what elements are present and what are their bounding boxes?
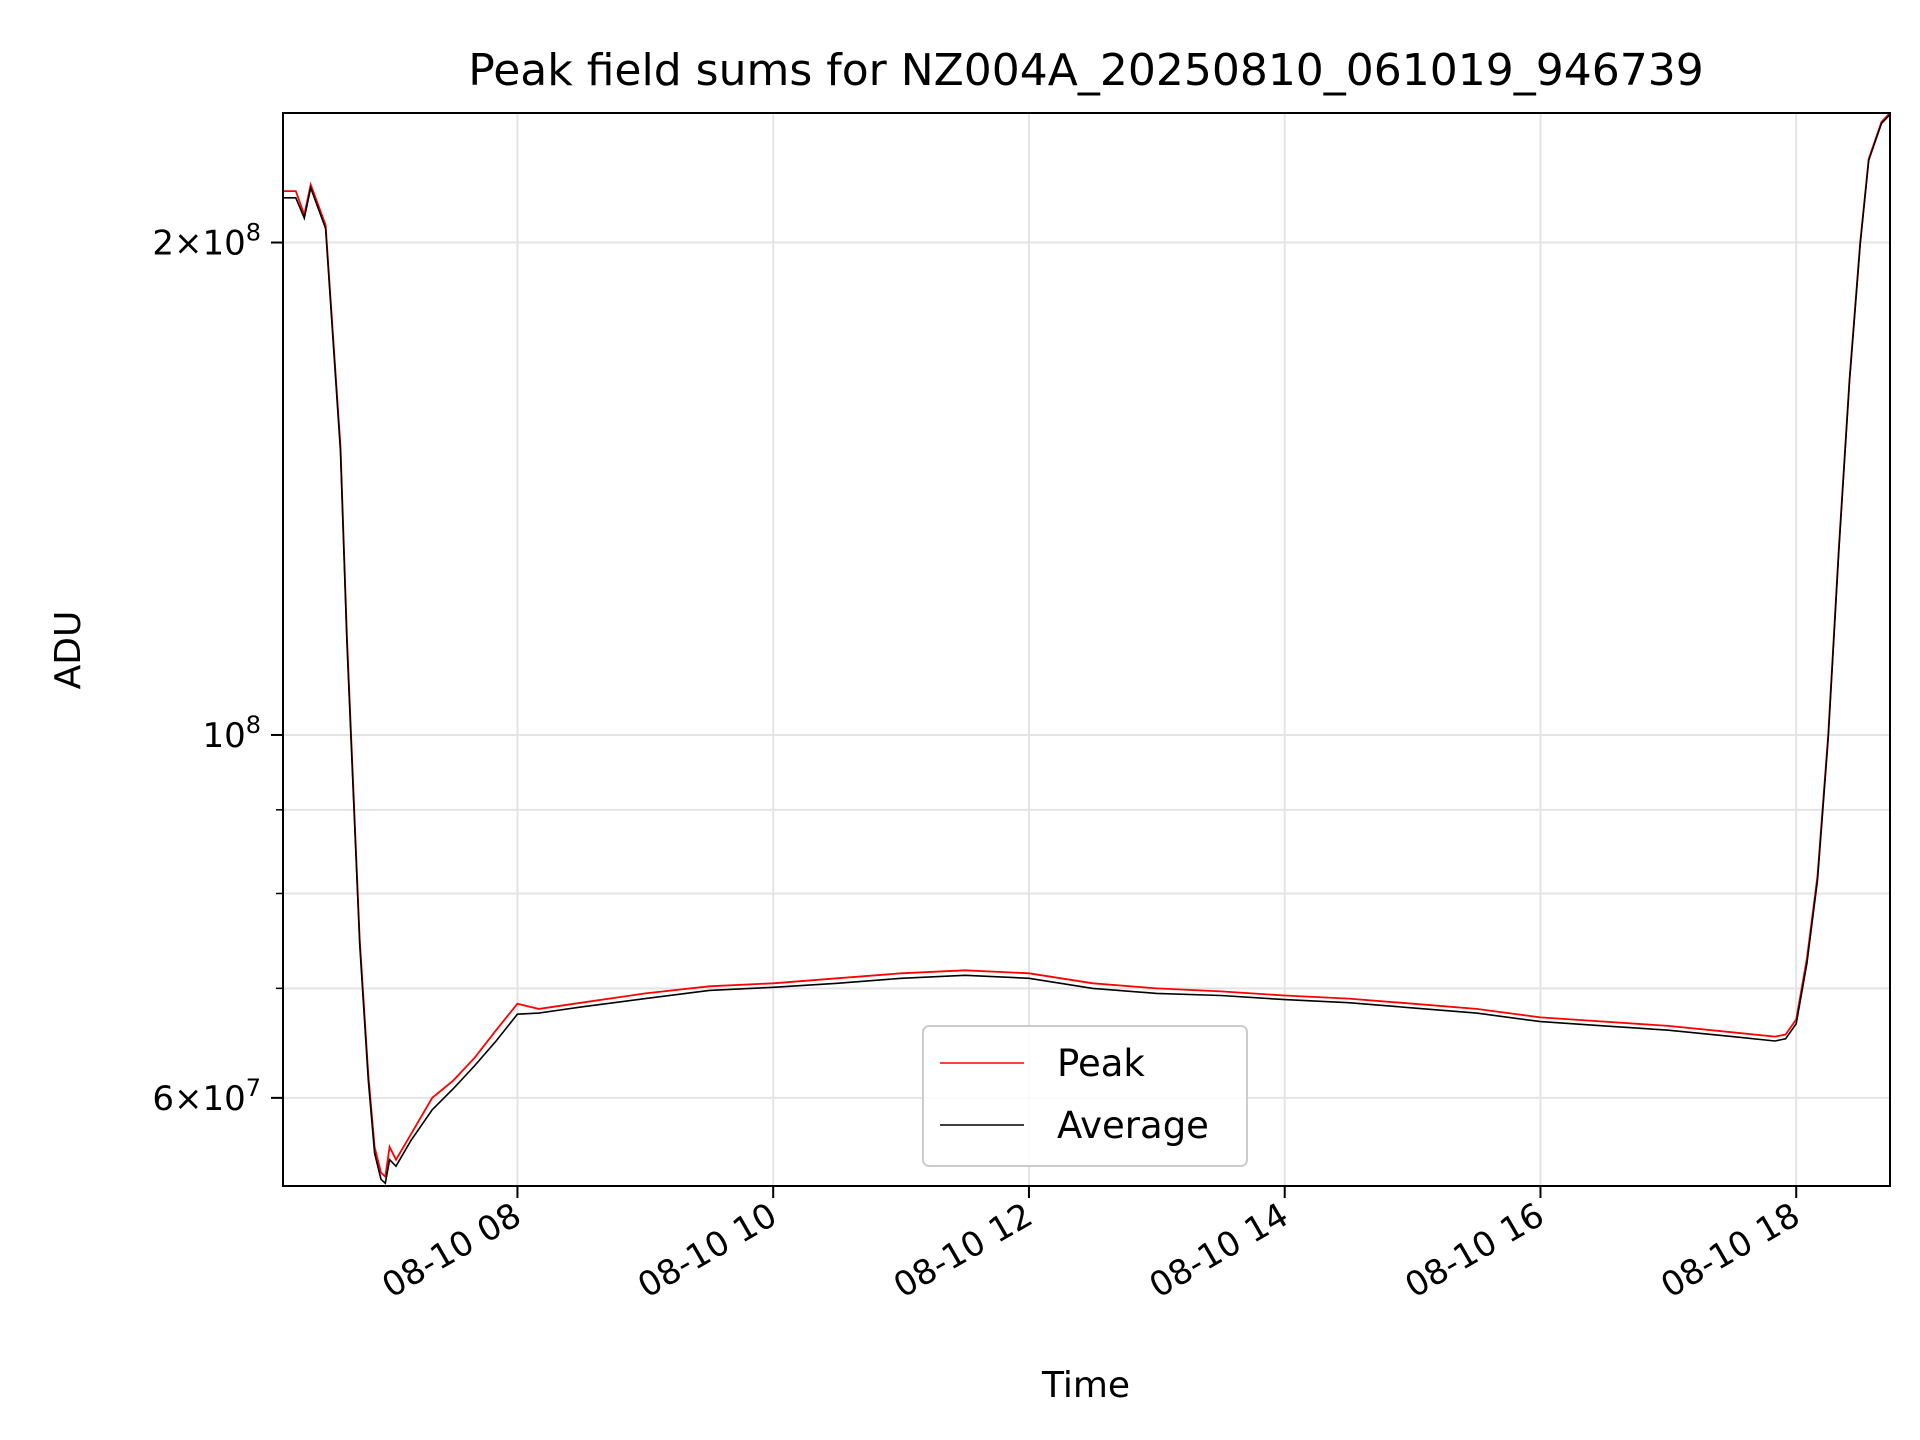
y-tick-label: 108 xyxy=(202,711,261,756)
y-axis-label: ADU xyxy=(48,611,89,690)
y-axis: 6×107 108 2×108 xyxy=(152,219,283,1119)
plot-frame xyxy=(282,112,1891,1187)
series-layer xyxy=(283,113,1890,1185)
legend-label-average: Average xyxy=(1057,1104,1209,1147)
legend: Peak Average xyxy=(922,1025,1248,1167)
y-tick-label: 2×108 xyxy=(152,219,261,264)
grid xyxy=(283,113,1890,1186)
chart-title: Peak field sums for NZ004A_20250810_0610… xyxy=(468,45,1703,96)
x-axis-label: Time xyxy=(1041,1365,1130,1406)
y-tick-label: 6×107 xyxy=(152,1074,261,1119)
legend-box xyxy=(922,1025,1248,1167)
series-line-average xyxy=(283,113,1890,1185)
legend-label-peak: Peak xyxy=(1057,1042,1145,1085)
